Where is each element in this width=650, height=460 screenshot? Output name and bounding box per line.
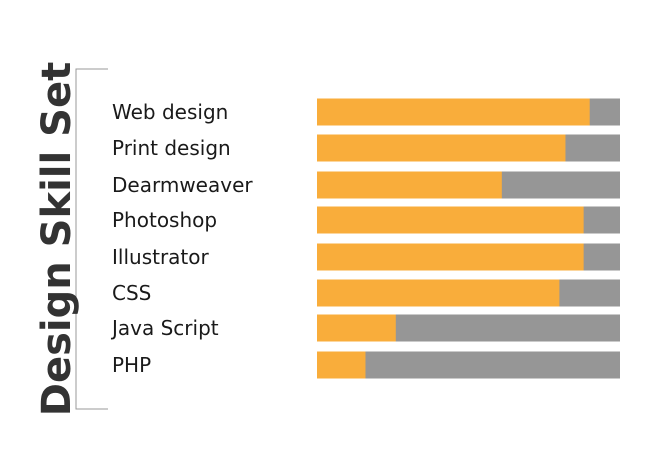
skill-label: Web design [112, 100, 228, 124]
skill-label: Illustrator [112, 245, 210, 269]
skill-label: Java Script [110, 316, 219, 340]
skill-bar-fill [317, 171, 502, 199]
chart-title: Design Skill Set [34, 62, 80, 416]
skill-label: Dearmweaver [112, 173, 253, 197]
skill-bar-fill [317, 314, 396, 342]
skill-bar-track [317, 351, 620, 379]
title-bracket [75, 68, 108, 410]
skill-bar-fill [317, 134, 566, 162]
skill-label: Photoshop [112, 208, 217, 232]
skill-bar-fill [317, 243, 584, 271]
skill-labels: Web design Print design Dearmweaver Photosh… [110, 100, 253, 377]
skill-bar-fill [317, 206, 584, 234]
skill-bar-fill [317, 98, 590, 126]
skill-label: PHP [112, 353, 151, 377]
skill-label: CSS [112, 281, 151, 305]
skill-label: Print design [112, 136, 231, 160]
skill-bars [317, 98, 620, 379]
skill-bar-fill [317, 279, 560, 307]
skill-bar-fill [317, 351, 366, 379]
